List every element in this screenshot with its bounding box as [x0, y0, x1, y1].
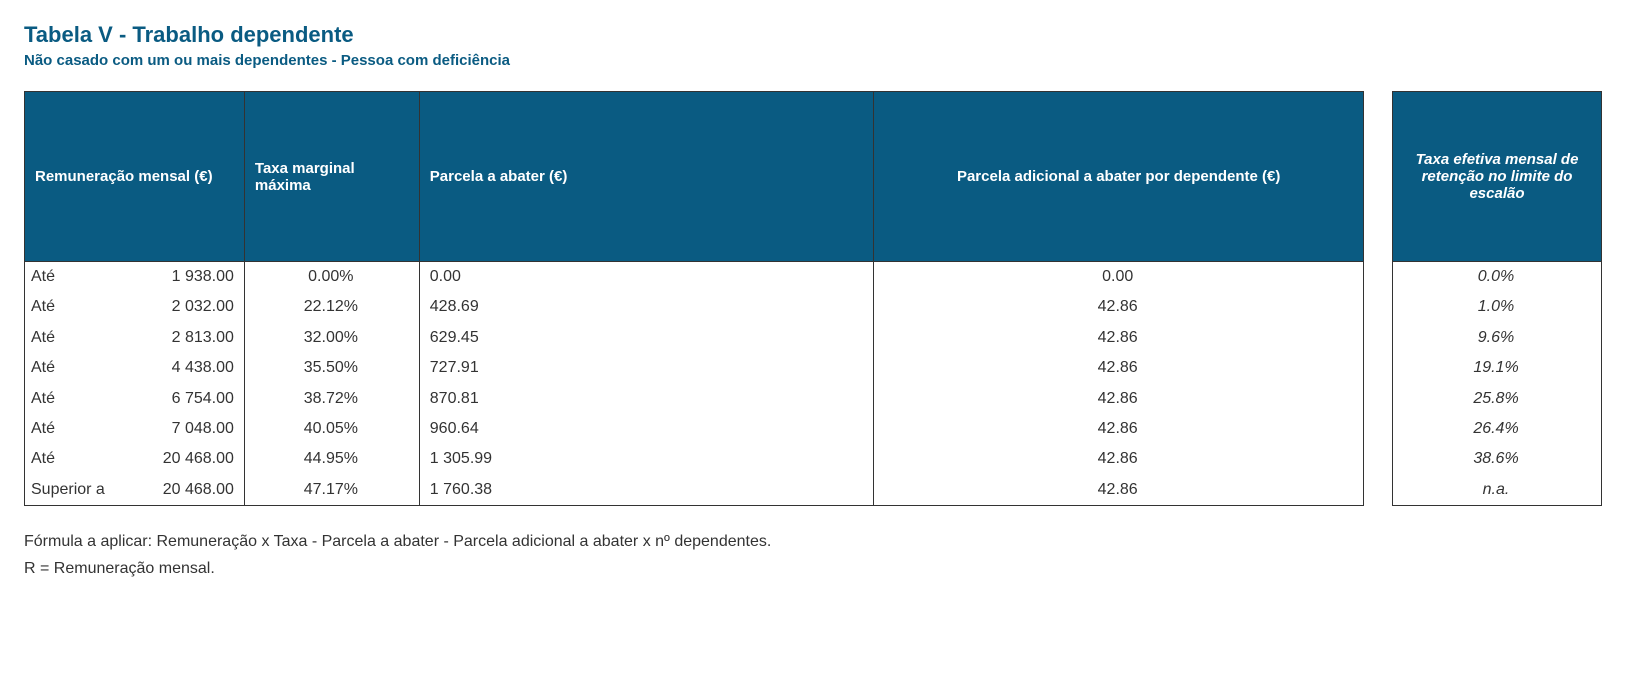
table-row: 26.4% — [1393, 414, 1602, 444]
cell-effective-rate: 26.4% — [1393, 414, 1602, 444]
cell-deduction: 960.64 — [419, 414, 874, 444]
cell-deduction: 1 760.38 — [419, 475, 874, 506]
cell-marginal-rate: 35.50% — [244, 353, 419, 383]
tables-container: Remuneração mensal (€) Taxa marginal máx… — [24, 91, 1602, 506]
table-row: 1.0% — [1393, 292, 1602, 322]
table-row: Até4 438.0035.50%727.9142.86 — [25, 353, 1364, 383]
cell-remuneration-amount: 20 468.00 — [119, 475, 244, 506]
cell-deduction: 0.00 — [419, 262, 874, 293]
side-table-body: 0.0%1.0%9.6%19.1%25.8%26.4%38.6%n.a. — [1393, 262, 1602, 506]
cell-dependent-deduction: 42.86 — [874, 292, 1364, 322]
table-row: Até20 468.0044.95%1 305.9942.86 — [25, 444, 1364, 474]
cell-deduction: 629.45 — [419, 323, 874, 353]
cell-effective-rate: 38.6% — [1393, 444, 1602, 474]
table-row: n.a. — [1393, 475, 1602, 506]
table-row: Até2 813.0032.00%629.4542.86 — [25, 323, 1364, 353]
effective-rate-table: Taxa efetiva mensal de retenção no limit… — [1392, 91, 1602, 506]
table-row: 0.0% — [1393, 262, 1602, 293]
table-title: Tabela V - Trabalho dependente — [24, 22, 1602, 48]
col-header-effective-rate: Taxa efetiva mensal de retenção no limit… — [1393, 92, 1602, 262]
cell-dependent-deduction: 42.86 — [874, 384, 1364, 414]
cell-remuneration-amount: 20 468.00 — [119, 444, 244, 474]
table-row: Superior a20 468.0047.17%1 760.3842.86 — [25, 475, 1364, 506]
cell-marginal-rate: 40.05% — [244, 414, 419, 444]
cell-threshold-label: Até — [25, 414, 120, 444]
cell-dependent-deduction: 42.86 — [874, 444, 1364, 474]
cell-threshold-label: Até — [25, 353, 120, 383]
cell-marginal-rate: 22.12% — [244, 292, 419, 322]
cell-remuneration-amount: 7 048.00 — [119, 414, 244, 444]
cell-threshold-label: Superior a — [25, 475, 120, 506]
cell-effective-rate: 1.0% — [1393, 292, 1602, 322]
cell-marginal-rate: 44.95% — [244, 444, 419, 474]
cell-threshold-label: Até — [25, 262, 120, 293]
table-row: Até2 032.0022.12%428.6942.86 — [25, 292, 1364, 322]
cell-marginal-rate: 32.00% — [244, 323, 419, 353]
col-header-deduction: Parcela a abater (€) — [419, 92, 874, 262]
table-row: Até1 938.000.00%0.000.00 — [25, 262, 1364, 293]
col-header-marginal-rate: Taxa marginal máxima — [244, 92, 419, 262]
cell-marginal-rate: 0.00% — [244, 262, 419, 293]
cell-remuneration-amount: 2 813.00 — [119, 323, 244, 353]
table-subtitle: Não casado com um ou mais dependentes - … — [24, 52, 1602, 69]
cell-dependent-deduction: 0.00 — [874, 262, 1364, 293]
cell-dependent-deduction: 42.86 — [874, 475, 1364, 506]
cell-threshold-label: Até — [25, 323, 120, 353]
col-header-remuneration: Remuneração mensal (€) — [25, 92, 245, 262]
table-row: 25.8% — [1393, 384, 1602, 414]
cell-remuneration-amount: 2 032.00 — [119, 292, 244, 322]
main-table-body: Até1 938.000.00%0.000.00Até2 032.0022.12… — [25, 262, 1364, 506]
cell-deduction: 727.91 — [419, 353, 874, 383]
table-row: 38.6% — [1393, 444, 1602, 474]
cell-deduction: 1 305.99 — [419, 444, 874, 474]
cell-deduction: 428.69 — [419, 292, 874, 322]
footnotes: Fórmula a aplicar: Remuneração x Taxa - … — [24, 528, 1602, 582]
cell-dependent-deduction: 42.86 — [874, 323, 1364, 353]
cell-effective-rate: 25.8% — [1393, 384, 1602, 414]
col-header-dependent-deduction: Parcela adicional a abater por dependent… — [874, 92, 1364, 262]
cell-deduction: 870.81 — [419, 384, 874, 414]
cell-effective-rate: 19.1% — [1393, 353, 1602, 383]
cell-effective-rate: 9.6% — [1393, 323, 1602, 353]
cell-marginal-rate: 38.72% — [244, 384, 419, 414]
cell-remuneration-amount: 4 438.00 — [119, 353, 244, 383]
table-row: 9.6% — [1393, 323, 1602, 353]
table-row: 19.1% — [1393, 353, 1602, 383]
cell-threshold-label: Até — [25, 444, 120, 474]
cell-marginal-rate: 47.17% — [244, 475, 419, 506]
footnote-r-definition: R = Remuneração mensal. — [24, 555, 1602, 582]
cell-threshold-label: Até — [25, 384, 120, 414]
cell-dependent-deduction: 42.86 — [874, 414, 1364, 444]
footnote-formula: Fórmula a aplicar: Remuneração x Taxa - … — [24, 528, 1602, 555]
cell-remuneration-amount: 1 938.00 — [119, 262, 244, 293]
cell-effective-rate: n.a. — [1393, 475, 1602, 506]
cell-dependent-deduction: 42.86 — [874, 353, 1364, 383]
cell-effective-rate: 0.0% — [1393, 262, 1602, 293]
table-row: Até7 048.0040.05%960.6442.86 — [25, 414, 1364, 444]
cell-remuneration-amount: 6 754.00 — [119, 384, 244, 414]
cell-threshold-label: Até — [25, 292, 120, 322]
table-row: Até6 754.0038.72%870.8142.86 — [25, 384, 1364, 414]
main-tax-table: Remuneração mensal (€) Taxa marginal máx… — [24, 91, 1364, 506]
